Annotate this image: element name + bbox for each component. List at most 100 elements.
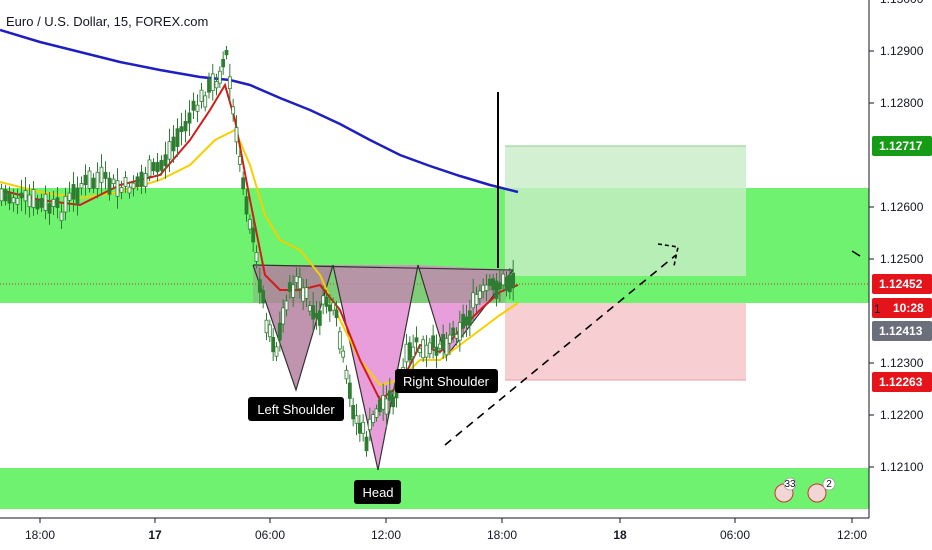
candle-body — [507, 275, 512, 293]
badge-count-2: 2 — [826, 479, 832, 490]
candle-body — [59, 211, 64, 222]
candle-body — [19, 192, 24, 199]
candle-body — [407, 342, 412, 361]
candle-body — [511, 272, 516, 289]
candle-body — [367, 418, 372, 431]
partial-axis-label: 1 — [874, 302, 881, 316]
x-tick-label: 18 — [613, 528, 627, 542]
candle-body — [391, 396, 396, 408]
candle-body — [23, 190, 28, 202]
candle-body — [311, 305, 316, 320]
candle-body — [361, 421, 366, 434]
candle-body — [347, 382, 352, 399]
candle-body — [341, 350, 346, 358]
candle-body — [301, 287, 306, 302]
candle-body — [454, 333, 459, 339]
candle-body — [187, 112, 192, 124]
candle-body — [191, 100, 196, 111]
candle-body — [451, 327, 456, 336]
candle-body — [135, 176, 140, 187]
candle-body — [234, 127, 239, 143]
y-tick-label: 1.12200 — [880, 408, 924, 422]
candlestick-series — [0, 45, 516, 457]
event-badge-2[interactable]: 2 — [807, 477, 836, 503]
small-tick-right — [851, 250, 861, 257]
candle-body — [267, 324, 272, 338]
candle-body — [51, 198, 56, 207]
candle-body — [481, 284, 486, 292]
candle-body — [464, 316, 469, 326]
candle-body — [281, 307, 286, 325]
x-tick-label: 17 — [148, 528, 162, 542]
candle-body — [217, 70, 222, 84]
candle-body — [127, 186, 132, 194]
candle-body — [271, 336, 276, 353]
candle-body — [431, 335, 436, 349]
candle-body — [461, 313, 466, 329]
support-zone — [0, 468, 869, 509]
candle-body — [95, 171, 100, 189]
candle-body — [424, 344, 429, 358]
candle-body — [381, 395, 386, 410]
candle-body — [3, 189, 8, 202]
candle-body — [364, 436, 369, 452]
candle-body — [261, 290, 266, 304]
candle-body — [434, 346, 439, 356]
x-tick-label: 12:00 — [837, 528, 867, 542]
candle-body — [297, 277, 302, 290]
candle-body — [214, 80, 219, 89]
y-tick-label: 1.12300 — [880, 356, 924, 370]
candle-body — [487, 278, 492, 286]
svg-text:1.12263: 1.12263 — [879, 375, 923, 389]
candle-body — [159, 160, 164, 171]
candle-body — [155, 162, 160, 173]
candle-body — [71, 184, 76, 200]
candle-body — [307, 305, 312, 312]
candle-body — [31, 189, 36, 208]
candle-body — [251, 227, 256, 243]
candle-body — [447, 334, 452, 344]
candle-body — [291, 284, 296, 298]
candle-body — [79, 183, 84, 189]
time-axis-bg — [0, 518, 932, 550]
svg-text:10:28: 10:28 — [893, 301, 924, 315]
event-badge-33[interactable]: 33 — [774, 477, 797, 503]
candle-body — [171, 136, 176, 152]
candle-body — [467, 310, 472, 326]
candle-body — [0, 188, 4, 202]
candle-body — [63, 195, 68, 213]
candle-body — [67, 192, 72, 201]
candle-body — [304, 287, 309, 299]
neckline — [252, 264, 514, 271]
candle-body — [55, 197, 60, 208]
x-tick-label: 06:00 — [255, 528, 285, 542]
left-shoulder-callout: Left Shoulder — [248, 397, 344, 421]
svg-text:1.12413: 1.12413 — [879, 324, 923, 338]
x-tick-label: 06:00 — [720, 528, 750, 542]
candle-body — [35, 199, 40, 210]
y-tick-label: 1.12500 — [880, 252, 924, 266]
svg-text:1.12717: 1.12717 — [879, 139, 923, 153]
candle-body — [331, 302, 336, 311]
candle-body — [103, 171, 108, 179]
candle-body — [11, 197, 16, 204]
price-tag-1028: 10:28 — [872, 298, 932, 318]
candle-body — [139, 171, 144, 187]
head-callout: Head — [354, 480, 401, 504]
candle-body — [175, 128, 180, 147]
right-shoulder-callout: Right Shoulder — [395, 369, 498, 393]
candle-body — [327, 304, 332, 312]
candle-body — [123, 177, 128, 187]
target-box — [505, 146, 746, 276]
y-tick-label: 1.12600 — [880, 200, 924, 214]
candle-body — [254, 251, 259, 262]
candle-body — [324, 296, 329, 307]
candle-body — [15, 197, 20, 205]
x-tick-label: 12:00 — [371, 528, 401, 542]
candle-body — [195, 104, 200, 112]
candle-body — [274, 346, 279, 357]
y-tick-label: 1.12100 — [880, 460, 924, 474]
candle-body — [474, 294, 479, 306]
candle-body — [224, 50, 229, 56]
